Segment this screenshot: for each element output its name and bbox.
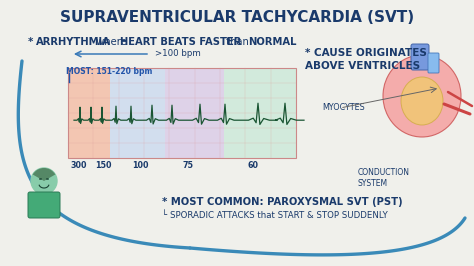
Text: CONDUCTION
SYSTEM: CONDUCTION SYSTEM — [358, 168, 410, 188]
Text: 60: 60 — [247, 160, 258, 169]
Bar — [68, 68, 110, 158]
FancyBboxPatch shape — [428, 53, 439, 73]
Text: MOST: 151-220 bpm: MOST: 151-220 bpm — [66, 68, 152, 77]
Text: ABOVE VENTRICLES: ABOVE VENTRICLES — [305, 61, 420, 71]
Text: >100 bpm: >100 bpm — [155, 49, 201, 59]
Text: HEART BEATS FASTER: HEART BEATS FASTER — [120, 37, 241, 47]
Circle shape — [31, 168, 57, 194]
Text: *: * — [28, 37, 37, 47]
FancyBboxPatch shape — [28, 192, 60, 218]
Bar — [224, 68, 296, 158]
Text: SUPRAVENTRICULAR TACHYCARDIA (SVT): SUPRAVENTRICULAR TACHYCARDIA (SVT) — [60, 10, 414, 26]
Bar — [165, 68, 224, 158]
Bar — [110, 68, 165, 158]
Wedge shape — [33, 168, 55, 181]
Text: than: than — [223, 37, 252, 47]
Text: 150: 150 — [95, 160, 111, 169]
Bar — [68, 68, 296, 158]
Text: ARRHYTHMIA: ARRHYTHMIA — [36, 37, 111, 47]
Text: * CAUSE ORIGINATES: * CAUSE ORIGINATES — [305, 48, 427, 58]
Text: └ SPORADIC ATTACKS that START & STOP SUDDENLY: └ SPORADIC ATTACKS that START & STOP SUD… — [162, 211, 388, 221]
Ellipse shape — [383, 55, 461, 137]
Text: * MOST COMMON: PAROXYSMAL SVT (PST): * MOST COMMON: PAROXYSMAL SVT (PST) — [162, 197, 402, 207]
FancyBboxPatch shape — [411, 44, 429, 70]
Text: NORMAL: NORMAL — [248, 37, 297, 47]
Text: where: where — [93, 37, 130, 47]
Text: 75: 75 — [182, 160, 193, 169]
Text: 100: 100 — [132, 160, 148, 169]
Text: 300: 300 — [71, 160, 87, 169]
Text: MYOCYTES: MYOCYTES — [322, 103, 365, 113]
Ellipse shape — [401, 77, 443, 125]
